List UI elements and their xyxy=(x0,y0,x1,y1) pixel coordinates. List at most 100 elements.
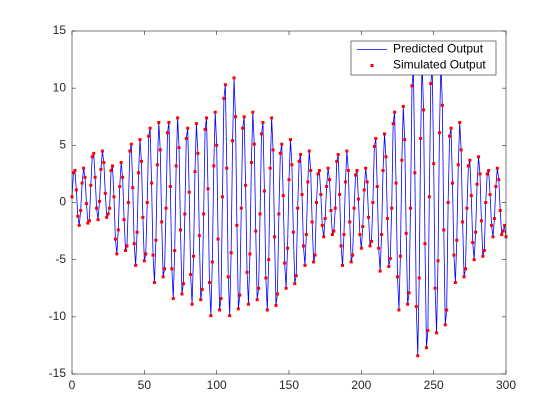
data-point xyxy=(446,201,450,204)
data-point xyxy=(390,206,394,210)
data-point xyxy=(187,190,191,194)
data-point xyxy=(482,249,486,253)
data-point xyxy=(216,237,220,241)
data-point xyxy=(335,159,339,163)
data-point xyxy=(328,178,332,182)
data-point xyxy=(301,244,305,248)
legend-label: Simulated Output xyxy=(393,58,486,72)
data-point xyxy=(179,228,182,232)
data-point xyxy=(317,168,321,172)
data-point xyxy=(307,149,311,153)
data-point xyxy=(74,188,78,192)
data-point xyxy=(396,275,399,279)
data-point xyxy=(455,238,459,242)
data-point xyxy=(186,126,190,130)
data-point xyxy=(485,172,489,176)
data-point xyxy=(119,160,123,164)
data-point xyxy=(346,168,350,172)
data-point xyxy=(304,233,308,237)
data-point xyxy=(283,261,287,265)
data-point xyxy=(468,158,472,162)
data-point xyxy=(126,201,130,204)
data-point xyxy=(299,152,303,156)
data-point xyxy=(277,212,281,216)
data-point xyxy=(144,252,148,256)
data-point xyxy=(291,230,295,234)
data-point xyxy=(219,297,223,301)
data-point xyxy=(236,307,240,311)
data-point xyxy=(442,228,446,232)
data-point xyxy=(310,220,314,224)
data-point xyxy=(329,209,333,213)
data-point xyxy=(176,116,180,120)
data-point xyxy=(80,181,84,185)
data-point xyxy=(174,164,178,168)
data-point xyxy=(336,152,340,156)
data-point xyxy=(254,229,258,233)
data-point xyxy=(445,308,449,312)
data-point xyxy=(95,206,99,210)
data-point xyxy=(501,229,505,233)
data-point xyxy=(437,131,441,135)
data-point xyxy=(286,246,290,250)
data-point xyxy=(414,305,418,309)
data-point xyxy=(490,223,494,227)
data-point xyxy=(135,230,139,234)
data-point xyxy=(184,136,188,140)
data-point xyxy=(290,163,294,167)
data-point xyxy=(267,258,271,262)
data-point xyxy=(394,181,398,185)
data-point xyxy=(102,160,106,164)
data-point xyxy=(128,149,132,153)
data-point xyxy=(378,269,382,273)
data-point xyxy=(183,212,187,216)
data-point xyxy=(147,134,151,138)
data-point xyxy=(121,175,125,179)
data-point xyxy=(251,110,255,114)
data-point xyxy=(356,197,360,201)
data-point xyxy=(249,160,253,164)
data-point xyxy=(199,298,203,302)
data-point xyxy=(456,163,460,167)
data-point xyxy=(210,260,214,264)
data-point xyxy=(131,186,135,190)
data-point xyxy=(478,172,482,176)
data-point xyxy=(255,298,259,302)
data-point xyxy=(401,104,405,108)
data-point xyxy=(218,308,222,312)
data-point xyxy=(163,267,167,271)
data-point xyxy=(209,314,213,318)
data-point xyxy=(197,234,201,238)
data-point xyxy=(262,189,266,193)
x-tick-label: 150 xyxy=(279,378,299,392)
data-point xyxy=(463,267,467,271)
data-point xyxy=(465,206,469,210)
data-point xyxy=(196,151,200,155)
data-point xyxy=(192,254,196,258)
data-point xyxy=(252,142,256,146)
data-point xyxy=(239,206,243,210)
data-point xyxy=(77,223,81,227)
data-point xyxy=(348,220,352,224)
x-tick-label: 50 xyxy=(138,378,152,392)
data-point xyxy=(258,212,262,216)
data-point xyxy=(226,275,230,279)
data-point xyxy=(105,215,109,219)
data-point xyxy=(375,184,379,188)
data-point xyxy=(228,314,232,318)
data-point xyxy=(264,276,268,280)
data-point xyxy=(309,168,313,172)
data-point xyxy=(274,303,278,307)
data-point xyxy=(225,166,229,170)
data-point xyxy=(372,144,376,148)
data-point xyxy=(351,253,355,257)
data-point xyxy=(342,233,346,237)
data-point xyxy=(398,254,402,258)
data-point xyxy=(458,120,462,124)
data-point xyxy=(165,131,169,135)
y-tick-label: 5 xyxy=(59,138,66,152)
data-point xyxy=(288,138,292,142)
legend-marker xyxy=(370,64,374,67)
data-point xyxy=(261,120,265,124)
data-point xyxy=(432,162,436,166)
